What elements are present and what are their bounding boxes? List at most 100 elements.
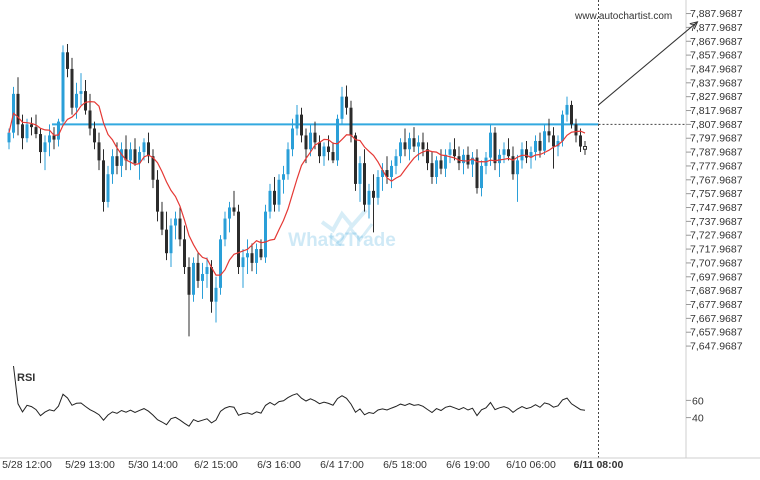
- candle-body: [237, 211, 240, 268]
- candle: [345, 85, 348, 115]
- y-tick-label: 7,847.9687: [690, 63, 743, 75]
- candle: [264, 204, 267, 263]
- candle: [484, 152, 488, 175]
- candle: [480, 160, 483, 197]
- candle-body: [340, 96, 344, 119]
- candle-body: [124, 149, 128, 161]
- candle-body: [255, 249, 258, 263]
- candle-body: [579, 135, 582, 147]
- time-tick-label: 6/10 06:00: [506, 459, 556, 471]
- candle: [286, 142, 290, 180]
- candle: [169, 218, 173, 268]
- time-tick-label: 5/29 13:00: [65, 459, 115, 471]
- candle-body: [489, 132, 492, 158]
- candle: [322, 142, 326, 166]
- candle-body: [70, 68, 74, 108]
- candle: [318, 135, 321, 164]
- candle: [516, 154, 519, 202]
- y-tick-label: 7,687.9687: [690, 285, 743, 297]
- candle: [403, 128, 407, 157]
- candle-body: [102, 160, 105, 202]
- candle: [574, 118, 578, 143]
- candle: [246, 239, 249, 274]
- candle-body: [178, 218, 182, 240]
- candle: [552, 127, 555, 169]
- y-tick-label: 7,647.9687: [690, 341, 743, 353]
- candle-body: [138, 152, 141, 164]
- candle: [79, 73, 83, 105]
- candle-body: [277, 179, 281, 205]
- candle: [291, 118, 294, 157]
- candle: [16, 77, 20, 136]
- candle: [268, 183, 272, 219]
- candle: [160, 201, 164, 236]
- y-tick-label: 7,717.9687: [690, 244, 743, 256]
- candle-body: [34, 127, 38, 135]
- y-tick-label: 7,827.9687: [690, 91, 743, 103]
- candle-body: [129, 149, 132, 161]
- candle: [241, 249, 245, 288]
- candle: [547, 118, 551, 143]
- candle: [34, 114, 38, 139]
- candle-body: [282, 174, 285, 180]
- candle-body: [214, 287, 218, 302]
- candle: [187, 257, 191, 337]
- candle-body: [205, 267, 209, 274]
- candle: [511, 146, 515, 180]
- candle: [39, 128, 42, 164]
- y-tick-label: 7,747.9687: [690, 202, 743, 214]
- rsi-tick-label: 60: [692, 395, 704, 407]
- candle: [106, 165, 110, 208]
- candle: [178, 207, 182, 247]
- candle: [196, 253, 200, 288]
- candle: [498, 149, 501, 177]
- candle: [84, 80, 87, 115]
- candle-body: [462, 154, 465, 164]
- watermark: What2Trade: [288, 208, 396, 251]
- candle-body: [286, 149, 290, 175]
- candle-body: [84, 91, 87, 111]
- candle-body: [264, 211, 267, 258]
- candle: [228, 201, 231, 233]
- y-tick-label: 7,677.9687: [690, 299, 743, 311]
- candle: [493, 127, 497, 171]
- candle: [300, 107, 303, 143]
- candles: [7, 43, 587, 337]
- candle: [102, 149, 105, 212]
- candle-body: [115, 156, 119, 166]
- y-tick-label: 7,837.9687: [690, 77, 743, 89]
- candle-body: [534, 140, 537, 153]
- overlay-layer: [598, 0, 699, 458]
- candle: [30, 117, 33, 136]
- candle: [61, 45, 65, 125]
- rsi-label: RSI: [17, 372, 35, 384]
- candle: [183, 225, 186, 274]
- candle: [417, 135, 420, 161]
- candle: [354, 132, 357, 191]
- ma-line: [8, 100, 586, 276]
- candle: [21, 114, 24, 150]
- candle-body: [318, 142, 321, 157]
- candle: [579, 128, 582, 153]
- candle: [282, 165, 285, 194]
- candle: [453, 138, 456, 161]
- candle-body: [376, 176, 380, 198]
- candle: [70, 57, 74, 115]
- candle-body: [354, 135, 357, 184]
- y-tick-label: 7,787.9687: [690, 147, 743, 159]
- candle: [376, 170, 380, 205]
- candle: [295, 104, 299, 136]
- candle: [66, 43, 69, 78]
- candle-body: [30, 124, 33, 128]
- candle: [435, 156, 438, 184]
- candle-body: [394, 156, 398, 166]
- candle: [237, 204, 240, 274]
- candle: [223, 211, 227, 247]
- candle-body: [390, 165, 393, 177]
- candle: [439, 149, 443, 175]
- candle-body: [165, 229, 168, 254]
- candle-body: [561, 114, 564, 141]
- price-axis: 7,887.9687 7,877.9687 7,867.9687 7,857.9687…: [690, 8, 743, 353]
- candle-body: [430, 163, 434, 177]
